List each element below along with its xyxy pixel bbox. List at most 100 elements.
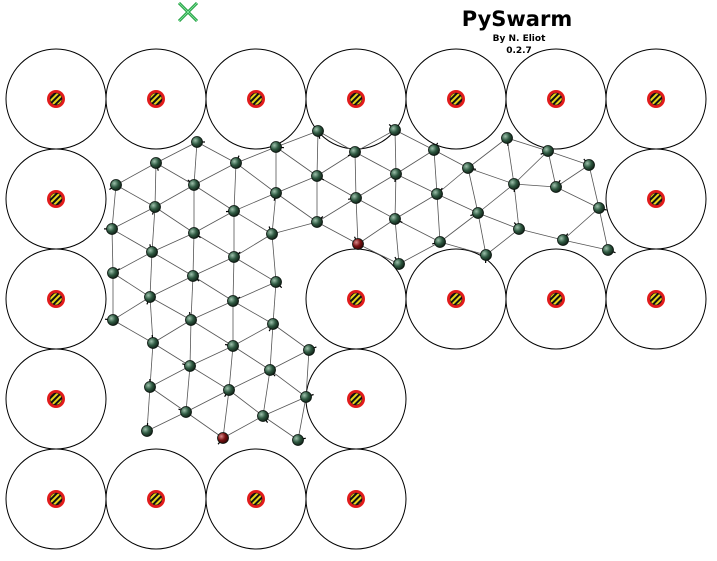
agent-node-icon[interactable]: [188, 227, 201, 239]
agent-node-icon[interactable]: [146, 244, 158, 258]
swarm-link: [115, 184, 156, 208]
agent-node-icon[interactable]: [266, 226, 278, 240]
agent-node-icon[interactable]: [217, 432, 229, 445]
swarm-link: [562, 239, 609, 251]
obstacle: [305, 348, 407, 450]
swarm-link: [355, 197, 396, 220]
swarm-link: [185, 365, 191, 413]
swarm-link: [151, 251, 194, 277]
swarm-link: [513, 150, 549, 185]
agent-node-icon[interactable]: [264, 364, 276, 377]
agent-node-icon[interactable]: [550, 179, 562, 193]
agent-node-icon[interactable]: [144, 291, 156, 305]
agent-node-icon[interactable]: [557, 233, 569, 246]
obstacle: [605, 248, 707, 350]
agent-node-icon[interactable]: [104, 314, 119, 326]
agent-node-icon[interactable]: [300, 391, 314, 403]
swarm-link: [275, 175, 318, 194]
agent-node-icon[interactable]: [267, 318, 279, 332]
swarm-link: [598, 207, 609, 251]
agent-node-icon[interactable]: [191, 136, 206, 148]
agent-node-icon[interactable]: [185, 311, 197, 326]
agent-node-icon[interactable]: [347, 146, 361, 158]
swarm-link: [394, 218, 400, 265]
agent-node-icon[interactable]: [144, 378, 156, 393]
agent-node-icon[interactable]: [513, 222, 525, 235]
agent-node-icon[interactable]: [352, 236, 364, 250]
agent-node-icon[interactable]: [270, 187, 282, 201]
agent-node-icon[interactable]: [227, 295, 241, 307]
obstacle: [5, 348, 107, 450]
agent-node-icon[interactable]: [292, 434, 306, 446]
hazard-marker-icon: [47, 490, 65, 508]
agent-node-icon[interactable]: [311, 170, 325, 182]
swarm-link: [467, 167, 479, 214]
agent-node-icon[interactable]: [311, 216, 324, 228]
swarm-link: [115, 162, 157, 186]
agent-node-icon[interactable]: [230, 155, 242, 169]
agent-node-icon[interactable]: [390, 168, 402, 182]
agent-node-icon[interactable]: [187, 179, 200, 191]
obstacle: [5, 448, 107, 550]
agent-node-icon[interactable]: [480, 249, 492, 264]
agent-node-icon[interactable]: [223, 384, 235, 398]
swarm-agents-layer: [103, 123, 616, 446]
swarm-link: [275, 192, 318, 223]
agent-node-icon[interactable]: [462, 162, 477, 174]
agent-node-icon[interactable]: [103, 223, 118, 235]
target-cross-icon[interactable]: [177, 1, 199, 23]
swarm-link: [228, 389, 264, 417]
agent-node-icon[interactable]: [389, 213, 403, 225]
swarm-link: [506, 137, 549, 152]
agent-node-icon[interactable]: [501, 132, 513, 146]
swarm-link: [192, 256, 235, 277]
agent-node-icon[interactable]: [224, 340, 239, 352]
agent-node-icon[interactable]: [593, 202, 607, 214]
agent-node-icon[interactable]: [228, 251, 241, 263]
agent-node-icon[interactable]: [540, 145, 554, 157]
swarm-link: [233, 192, 277, 212]
agent-node-icon[interactable]: [141, 422, 153, 437]
agent-node-icon[interactable]: [150, 157, 162, 171]
agent-node-icon[interactable]: [149, 201, 161, 215]
hazard-marker-icon: [147, 490, 165, 508]
swarm-link: [395, 173, 438, 195]
agent-node-icon[interactable]: [225, 205, 240, 217]
swarm-link: [272, 281, 277, 325]
agent-node-icon[interactable]: [187, 270, 200, 282]
agent-node-icon[interactable]: [602, 244, 616, 256]
agent-node-icon[interactable]: [303, 344, 317, 356]
agent-node-icon[interactable]: [182, 360, 196, 372]
swarm-link: [222, 415, 264, 439]
agent-node-icon[interactable]: [257, 410, 269, 423]
agent-node-icon[interactable]: [147, 334, 159, 349]
agent-node-icon[interactable]: [312, 125, 324, 139]
agent-node-icon[interactable]: [270, 141, 285, 153]
hazard-marker-icon: [147, 90, 165, 108]
agent-node-icon[interactable]: [348, 192, 362, 204]
agent-node-icon[interactable]: [508, 178, 520, 193]
hazard-marker-icon: [547, 290, 565, 308]
swarm-link: [228, 345, 234, 391]
agent-node-icon[interactable]: [109, 179, 122, 191]
swarm-link: [316, 130, 319, 177]
agent-node-icon[interactable]: [470, 207, 484, 219]
swarm-link: [436, 193, 479, 214]
obstacle: [405, 248, 507, 350]
swarm-link: [439, 212, 479, 243]
swarm-link: [398, 241, 441, 265]
agent-node-icon[interactable]: [178, 406, 192, 418]
agent-node-icon[interactable]: [431, 187, 443, 200]
agent-node-icon[interactable]: [388, 123, 401, 136]
swarm-link: [555, 164, 590, 188]
agent-node-icon[interactable]: [583, 158, 595, 171]
agent-node-icon[interactable]: [270, 276, 283, 289]
agent-node-icon[interactable]: [393, 256, 405, 270]
swarm-link: [151, 206, 156, 253]
agent-node-icon[interactable]: [432, 236, 446, 248]
agent-node-icon[interactable]: [428, 142, 440, 156]
swarm-link: [149, 365, 191, 388]
agent-node-icon[interactable]: [107, 267, 121, 279]
swarm-link: [185, 389, 230, 413]
